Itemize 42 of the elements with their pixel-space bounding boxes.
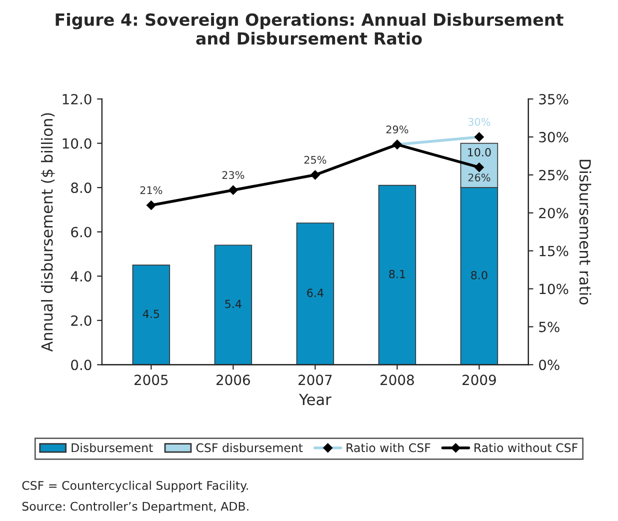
y2-tick-label: 20% xyxy=(539,208,568,218)
data-label: 21% xyxy=(140,186,162,194)
text: CSF = Countercyclical Support Facility. xyxy=(22,480,248,492)
y-axis-title: Annual disbursement ($ billion) xyxy=(40,113,55,352)
data-label: 5.4 xyxy=(225,300,242,308)
data-label: 4.5 xyxy=(142,310,160,318)
total-label: 10.0 xyxy=(468,148,491,156)
y2-tick-label: 10% xyxy=(540,284,568,294)
y2-tick-label: 0% xyxy=(539,360,560,370)
legend-label: Disbursement xyxy=(72,443,153,452)
y2-tick-label: 30% xyxy=(539,132,568,142)
chart-title: Figure 4: Sovereign Operations: Annual Disbursement and Disbursement Ratio xyxy=(56,13,564,45)
data-label: 26% xyxy=(468,174,490,182)
legend-label: Ratio without CSF xyxy=(474,443,578,452)
y2-tick-label: 15% xyxy=(540,246,568,256)
y-tick-label: 12.0 xyxy=(62,94,92,104)
y2-axis-title: Disbursement ratio xyxy=(579,160,592,305)
data-label: 30% xyxy=(468,118,490,126)
y2-tick-label: 5% xyxy=(539,322,560,332)
x-tick-label: 2007 xyxy=(298,374,332,386)
data-label: 29% xyxy=(386,126,408,134)
data-label: 8.1 xyxy=(389,270,405,278)
y-tick-label: 2.0 xyxy=(71,315,92,326)
y2-tick-label: 35% xyxy=(539,94,568,104)
x-tick-label: 2006 xyxy=(216,374,250,386)
data-label: 23% xyxy=(222,171,244,179)
x-axis-title: Year xyxy=(298,394,332,406)
y2-tick-label: 25% xyxy=(539,170,568,180)
y-tick-label: 0.0 xyxy=(71,360,92,370)
x-tick-label: 2009 xyxy=(462,374,496,386)
y-tick-label: 4.0 xyxy=(70,271,92,282)
x-tick-label: 2008 xyxy=(380,374,414,386)
data-label: 25% xyxy=(304,156,326,164)
data-label: 8.0 xyxy=(471,270,488,280)
legend-label: Ratio with CSF xyxy=(346,443,430,452)
y-tick-label: 10.0 xyxy=(62,138,92,149)
source-note: Source: Controller’s Department, ADB. xyxy=(22,502,248,514)
data-label: 6.4 xyxy=(307,288,324,298)
x-tick-label: 2005 xyxy=(134,374,168,386)
y-tick-label: 6.0 xyxy=(71,226,92,238)
legend-label: CSF disbursement xyxy=(196,443,303,452)
y-tick-label: 8.0 xyxy=(71,182,92,194)
